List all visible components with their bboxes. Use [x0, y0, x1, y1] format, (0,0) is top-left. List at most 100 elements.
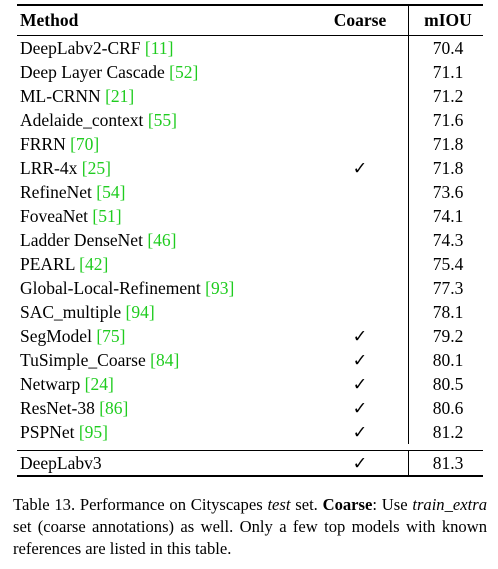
method-name: PSPNet [20, 422, 75, 442]
reference-link[interactable]: [95] [78, 422, 108, 442]
caption-part: Table 13. Performance on Cityscapes [13, 495, 268, 514]
coarse-check: ✓ [352, 398, 368, 418]
final-table: DeepLabv3 ✓ 81.3 [17, 451, 487, 475]
table-row: Ladder DenseNet [46] 74.3 [17, 228, 487, 252]
table-row: PSPNet [95] ✓ 81.2 [17, 420, 487, 444]
table-row: DeepLabv2-CRF [11] 70.4 [17, 36, 487, 60]
reference-link[interactable]: [42] [79, 254, 109, 274]
table-row: TuSimple_Coarse [84] ✓ 80.1 [17, 348, 487, 372]
table-row: Adelaide_context [55] 71.6 [17, 108, 487, 132]
method-cell: ResNet-38 [86] [17, 396, 312, 420]
reference-link[interactable]: [54] [96, 182, 126, 202]
coarse-check: ✓ [352, 326, 368, 346]
table-row-final: DeepLabv3 ✓ 81.3 [17, 451, 487, 475]
header-miou: mIOU [408, 6, 487, 35]
miou-value: 73.6 [408, 180, 487, 204]
method-cell: FRRN [70] [17, 132, 312, 156]
coarse-check [312, 132, 409, 156]
coarse-check [312, 84, 409, 108]
reference-link[interactable]: [52] [169, 62, 199, 82]
reference-link[interactable]: [51] [92, 206, 122, 226]
method-name: Global-Local-Refinement [20, 278, 201, 298]
reference-link[interactable]: [75] [96, 326, 126, 346]
table-row: SegModel [75] ✓ 79.2 [17, 324, 487, 348]
table-row: ResNet-38 [86] ✓ 80.6 [17, 396, 487, 420]
table-row: LRR-4x [25] ✓ 71.8 [17, 156, 487, 180]
table-row: RefineNet [54] 73.6 [17, 180, 487, 204]
coarse-check [312, 108, 409, 132]
caption-part: : Use [372, 495, 413, 514]
results-table: Method Coarse mIOU [17, 6, 487, 35]
coarse-check: ✓ [352, 374, 368, 394]
reference-link[interactable]: [25] [81, 158, 111, 178]
table-row: FoveaNet [51] 74.1 [17, 204, 487, 228]
final-coarse-check: ✓ [352, 453, 368, 473]
method-name: SAC_multiple [20, 302, 122, 322]
reference-link[interactable]: [70] [70, 134, 100, 154]
coarse-check [312, 180, 409, 204]
method-cell: LRR-4x [25] [17, 156, 312, 180]
method-cell: Netwarp [24] [17, 372, 312, 396]
header-coarse: Coarse [333, 10, 387, 30]
table-row: ML-CRNN [21] 71.2 [17, 84, 487, 108]
coarse-check [312, 300, 409, 324]
method-cell: Deep Layer Cascade [52] [17, 60, 312, 84]
miou-value: 75.4 [408, 252, 487, 276]
reference-link[interactable]: [86] [99, 398, 129, 418]
results-body: DeepLabv2-CRF [11] 70.4 Deep Layer Cascade… [17, 36, 487, 444]
reference-link[interactable]: [11] [144, 38, 174, 58]
method-name: ResNet-38 [20, 398, 95, 418]
method-cell: ML-CRNN [21] [17, 84, 312, 108]
miou-value: 71.8 [408, 156, 487, 180]
method-name: SegModel [20, 326, 92, 346]
miou-value: 71.8 [408, 132, 487, 156]
final-method-name: DeepLabv3 [20, 453, 102, 473]
miou-value: 78.1 [408, 300, 487, 324]
table-row: Netwarp [24] ✓ 80.5 [17, 372, 487, 396]
table-row: SAC_multiple [94] 78.1 [17, 300, 487, 324]
caption-coarse-word: Coarse [322, 495, 373, 514]
coarse-check [312, 276, 409, 300]
method-cell: Adelaide_context [55] [17, 108, 312, 132]
reference-link[interactable]: [24] [84, 374, 114, 394]
reference-link[interactable]: [84] [150, 350, 180, 370]
reference-link[interactable]: [21] [105, 86, 135, 106]
method-cell: Global-Local-Refinement [93] [17, 276, 312, 300]
bottom-rule [17, 475, 483, 477]
coarse-check [312, 228, 409, 252]
miou-value: 74.1 [408, 204, 487, 228]
method-name: Netwarp [20, 374, 81, 394]
miou-value: 77.3 [408, 276, 487, 300]
method-cell: SegModel [75] [17, 324, 312, 348]
method-cell: TuSimple_Coarse [84] [17, 348, 312, 372]
coarse-check: ✓ [352, 158, 368, 178]
method-cell: FoveaNet [51] [17, 204, 312, 228]
final-miou: 81.3 [408, 451, 487, 475]
method-cell: PSPNet [95] [17, 420, 312, 444]
method-name: ML-CRNN [20, 86, 101, 106]
method-name: TuSimple_Coarse [20, 350, 146, 370]
reference-link[interactable]: [46] [147, 230, 177, 250]
miou-value: 71.1 [408, 60, 487, 84]
reference-link[interactable]: [55] [147, 110, 177, 130]
final-rule [17, 450, 483, 451]
coarse-check [312, 36, 409, 60]
caption-train-extra: train_extra [412, 495, 487, 514]
top-rule [17, 4, 483, 6]
coarse-check: ✓ [352, 350, 368, 370]
method-name: Adelaide_context [20, 110, 144, 130]
method-cell: RefineNet [54] [17, 180, 312, 204]
caption-test-word: test [267, 495, 291, 514]
method-cell: Ladder DenseNet [46] [17, 228, 312, 252]
miou-value: 71.2 [408, 84, 487, 108]
table-caption: Table 13. Performance on Cityscapes test… [13, 494, 487, 560]
table-row: FRRN [70] 71.8 [17, 132, 487, 156]
reference-link[interactable]: [93] [205, 278, 235, 298]
method-cell: PEARL [42] [17, 252, 312, 276]
method-cell: DeepLabv2-CRF [11] [17, 36, 312, 60]
miou-value: 81.2 [408, 420, 487, 444]
reference-link[interactable]: [94] [125, 302, 155, 322]
caption-part: set. [290, 495, 323, 514]
miou-value: 80.1 [408, 348, 487, 372]
caption-part: set (coarse annotations) as well. Only a… [13, 517, 487, 558]
